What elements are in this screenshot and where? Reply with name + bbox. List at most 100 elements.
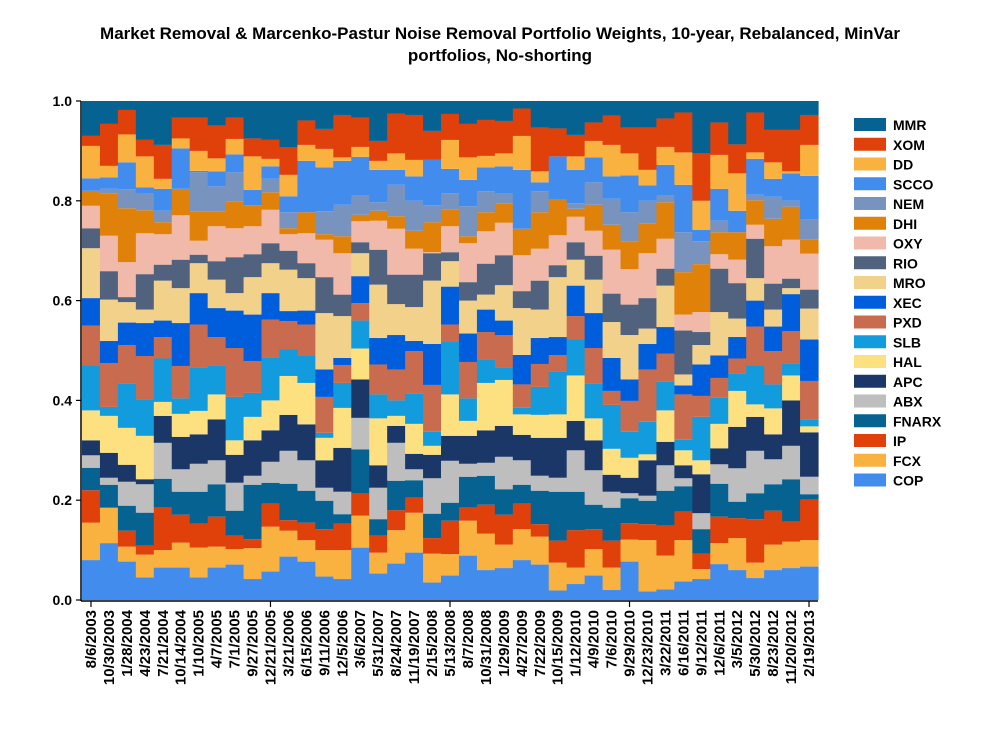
bar-slb-6	[189, 367, 209, 411]
bar-hal-31	[638, 454, 658, 461]
bar-scco-36	[728, 210, 747, 233]
bar-dhi-20	[441, 209, 460, 227]
bar-cop-13	[315, 576, 334, 600]
bar-dhi-26	[548, 199, 568, 236]
bar-mmr-28	[584, 101, 604, 123]
bar-fcx-38	[764, 544, 783, 571]
bar-mmr-39	[782, 101, 801, 130]
bar-scco-20	[441, 168, 460, 194]
bar-slb-2	[117, 383, 137, 428]
bar-apc-0	[82, 440, 101, 456]
bar-dd-23	[494, 153, 514, 167]
bar-slb-36	[728, 373, 747, 391]
x-tick-label: 12/21/2005	[263, 610, 280, 685]
legend-swatch	[854, 295, 886, 309]
bar-hal-4	[153, 401, 173, 416]
bar-apc-7	[207, 419, 227, 461]
bar-pxd-15	[351, 303, 370, 321]
bar-dd-17	[387, 153, 406, 170]
legend-swatch	[854, 276, 886, 289]
bar-xec-22	[476, 309, 496, 333]
bar-fnarx-39	[782, 479, 801, 522]
bar-dhi-9	[243, 205, 263, 227]
bar-dhi-17	[387, 216, 406, 229]
bar-abx-11	[279, 450, 299, 484]
bar-rio-8	[225, 257, 245, 294]
bar-scco-4	[153, 188, 173, 211]
bar-slb-0	[82, 365, 101, 411]
x-tick-label: 5/31/2007	[370, 610, 387, 677]
bar-oxy-11	[279, 234, 299, 251]
bar-slb-40	[800, 419, 819, 427]
bar-slb-21	[458, 398, 478, 421]
bar-oxy-19	[423, 252, 442, 254]
bar-fcx-1	[99, 507, 119, 544]
bar-nem-8	[225, 172, 245, 202]
x-tick-label: 12/23/2010	[640, 610, 657, 685]
bar-hal-30	[620, 457, 640, 478]
bar-dd-16	[369, 160, 388, 170]
bar-ip-19	[423, 538, 442, 554]
bar-rio-23	[494, 255, 514, 286]
bar-oxy-3	[135, 233, 155, 275]
bar-oxy-28	[584, 230, 604, 256]
bar-xec-18	[405, 341, 424, 351]
legend-label: HAL	[893, 354, 922, 370]
bar-dhi-5	[171, 188, 191, 216]
bar-dd-5	[171, 138, 191, 149]
bar-dhi-33	[674, 272, 693, 315]
bar-xec-16	[369, 338, 388, 365]
bar-pxd-32	[656, 353, 675, 382]
bar-fcx-8	[225, 549, 245, 565]
bar-mmr-15	[351, 101, 370, 118]
bar-xec-9	[243, 314, 263, 361]
bar-abx-13	[315, 487, 334, 501]
bar-dd-40	[800, 144, 819, 176]
bar-hal-5	[171, 413, 191, 437]
x-tick-label: 6/16/2011	[675, 610, 692, 676]
bar-pxd-34	[692, 395, 711, 417]
bar-mro-31	[638, 328, 658, 345]
bar-xec-20	[441, 286, 460, 325]
bar-pxd-12	[297, 324, 316, 356]
bar-abx-21	[458, 463, 478, 477]
bar-mmr-26	[548, 101, 568, 129]
bar-dhi-25	[530, 212, 550, 249]
bar-abx-1	[99, 477, 119, 485]
bar-xom-16	[369, 140, 388, 161]
bar-slb-24	[512, 407, 532, 415]
bar-abx-28	[584, 470, 604, 505]
legend-label: RIO	[893, 255, 918, 271]
bar-scco-34	[692, 229, 711, 242]
bar-pxd-24	[512, 384, 532, 408]
bar-apc-16	[369, 465, 388, 488]
bar-hal-16	[369, 418, 388, 466]
bar-mmr-5	[171, 101, 191, 118]
bar-dhi-28	[584, 204, 604, 231]
bar-dhi-14	[333, 236, 352, 254]
bar-mro-10	[261, 263, 281, 294]
bar-xom-19	[423, 130, 442, 160]
bar-hal-9	[243, 416, 263, 441]
bar-nem-21	[458, 206, 478, 237]
bar-slb-14	[333, 382, 352, 408]
legend-swatch	[854, 157, 886, 171]
bar-slb-29	[602, 404, 622, 449]
bar-fcx-4	[153, 550, 173, 568]
bar-dd-3	[135, 156, 155, 188]
bar-ip-18	[405, 497, 424, 513]
bar-scco-26	[548, 156, 568, 200]
bar-dhi-40	[800, 239, 819, 254]
bar-slb-28	[584, 383, 604, 419]
bar-hal-25	[530, 414, 550, 438]
bar-hal-8	[225, 440, 245, 455]
bar-rio-38	[764, 283, 783, 310]
bar-apc-35	[710, 448, 729, 465]
bar-mmr-37	[746, 101, 765, 113]
bar-mmr-20	[441, 101, 460, 114]
bar-dhi-11	[279, 228, 299, 235]
bar-oxy-27	[566, 216, 586, 243]
bar-xom-29	[602, 115, 622, 145]
bar-rio-5	[171, 259, 191, 289]
bar-rio-18	[405, 274, 424, 308]
